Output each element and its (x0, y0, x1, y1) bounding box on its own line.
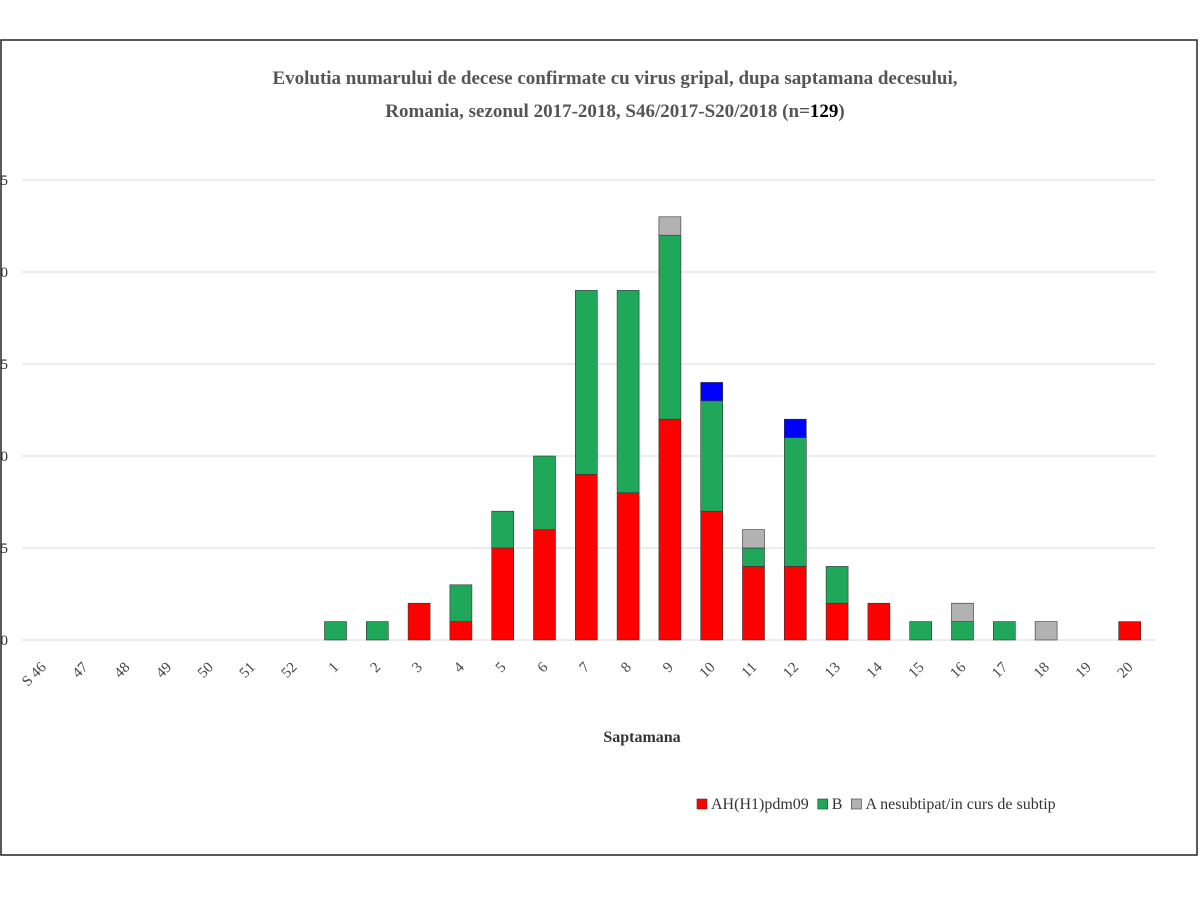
bar-segment (825, 566, 849, 604)
legend-swatch (696, 798, 708, 810)
bar-segment (616, 492, 640, 641)
bar-segment (951, 602, 974, 622)
x-tick-label: 6 (535, 659, 552, 676)
bar-segment (742, 529, 765, 549)
bar-segment (533, 455, 556, 530)
x-tick-label: 17 (989, 659, 1011, 681)
x-tick-label: 51 (237, 660, 259, 682)
y-tick-label: 20 (0, 265, 8, 281)
x-axis-label: Saptamana (603, 729, 680, 746)
x-tick-label: 13 (822, 660, 844, 682)
bar-segment (783, 566, 807, 641)
legend-label: A nesubtipat/in curs de subtip (865, 796, 1055, 813)
x-tick-label: 50 (195, 660, 217, 682)
bar-segment (825, 602, 849, 641)
bar-segment (1034, 621, 1058, 641)
x-tick-label: 12 (780, 660, 802, 682)
x-tick-label: 18 (1031, 660, 1053, 682)
bar-segment (658, 418, 682, 641)
x-tick-label: 19 (1073, 660, 1095, 682)
bar-segment (867, 602, 891, 641)
x-tick-label: 3 (409, 660, 426, 677)
bar-segment (992, 621, 1016, 641)
title-part: ) (838, 101, 844, 122)
bar-segment (365, 621, 389, 641)
bar-segment (616, 290, 640, 494)
legend-label: B (832, 796, 843, 813)
bar-segment (491, 510, 515, 549)
y-tick-label: 5 (1, 541, 9, 557)
bar-segment (449, 621, 473, 641)
x-tick-label: S 46 (19, 659, 50, 690)
x-tick-label: 15 (906, 660, 928, 682)
bar-segment (742, 547, 765, 567)
x-tick-label: 48 (111, 660, 133, 682)
chart-title: Romania, sezonul 2017-2018, S46/2017-S20… (385, 101, 844, 122)
bar-segment (574, 474, 598, 641)
bar-segment (700, 400, 724, 512)
x-tick-label: 9 (660, 660, 677, 677)
y-tick-label: 15 (0, 357, 8, 373)
legend-swatch (817, 798, 829, 810)
bar-segment (700, 510, 724, 641)
bar-segment (783, 437, 807, 567)
title-n: 129 (810, 101, 839, 122)
title-part: Romania, sezonul 2017-2018, S46/2017-S20… (385, 101, 810, 122)
bar-segment (491, 547, 515, 641)
bar-segment (951, 621, 974, 641)
x-tick-label: 49 (153, 660, 175, 682)
x-tick-label: 16 (947, 659, 969, 681)
bar-segment (909, 621, 933, 641)
y-tick-label: 25 (0, 173, 8, 189)
bar-segment (783, 418, 807, 438)
x-tick-label: 14 (864, 659, 886, 681)
bar-segment (449, 584, 473, 622)
x-tick-label: 20 (1115, 660, 1137, 682)
legend-label: AH(H1)pdm09 (711, 796, 809, 813)
y-tick-label: 0 (1, 633, 9, 649)
chart-title: Evolutia numarului de decese confirmate … (272, 68, 957, 89)
x-tick-label: 47 (70, 659, 92, 681)
x-tick-label: 2 (368, 660, 385, 677)
x-tick-label: 8 (618, 660, 635, 677)
y-tick-label: 10 (0, 449, 8, 465)
x-tick-label: 52 (279, 660, 301, 682)
bar-segment (1118, 621, 1141, 641)
bar-segment (324, 621, 347, 641)
x-tick-label: 1 (326, 660, 343, 677)
x-tick-label: 7 (577, 659, 594, 676)
legend-swatch (851, 798, 862, 810)
bar-segment (407, 602, 431, 641)
x-tick-label: 10 (697, 660, 719, 682)
bar-segment (574, 290, 598, 475)
bar-segment (658, 216, 682, 236)
bar-segment (533, 529, 556, 641)
x-tick-label: 4 (451, 659, 468, 676)
bar-segment (658, 234, 682, 420)
x-tick-label: 5 (493, 660, 510, 677)
bar-segment (700, 382, 724, 402)
bar-segment (742, 566, 765, 641)
x-tick-label: 11 (739, 660, 761, 682)
frame (0, 39, 1198, 856)
